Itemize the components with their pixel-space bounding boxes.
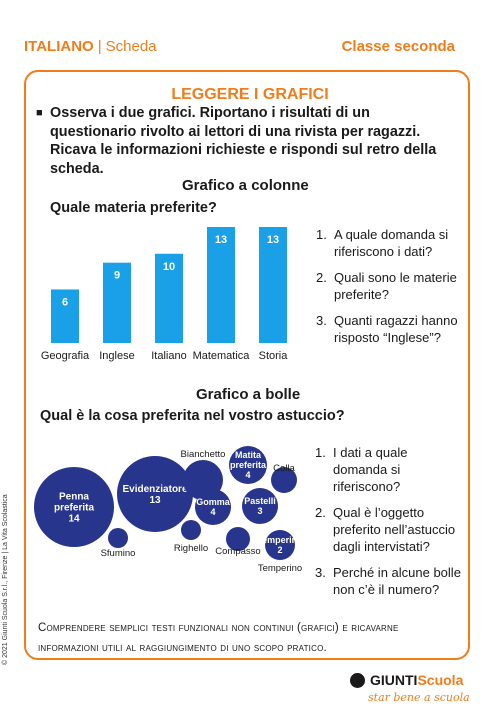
bubble-label: Righello [174,543,208,554]
bubble-question-3: 3. Perché in alcune bolle non c’è il nume… [315,565,461,597]
bar-question-1: 1. A quale domanda si riferiscono i dati? [316,227,449,259]
copyright-notice: © 2021 Giunti Scuola S.r.l., Firenze | L… [2,494,9,665]
bubble-label: Evidenziatore [122,484,187,495]
logo-brand: GIUNTIScuola [370,672,464,688]
bubble-value-label: 14 [68,513,80,524]
bar-italiano [155,253,183,343]
bar-category-label: Italiano [151,350,186,362]
bubble-value-label: 4 [210,507,215,517]
bar-category-label: Geografia [41,350,90,362]
bubble-penna-preferita [34,467,114,547]
bubble-righello [181,520,201,540]
header-subject: ITALIANO | Scheda [24,38,157,55]
bubble-label: Colla [273,463,295,474]
bar-category-label: Matematica [193,350,251,362]
bar-inglese [103,262,131,343]
bar-category-label: Storia [259,350,289,362]
bar-question-3: 3. Quanti ragazzi hanno risposto “Inglese… [316,313,458,345]
page-title: LEGGERE I GRAFICI [171,86,329,103]
learning-objective: Comprendere semplici testi funzionali no… [38,622,399,654]
bar-chart: 6 Geografia 9 Inglese 10 Italiano 13 Matematica… [41,227,289,362]
bubble-label: Gomma [196,497,231,507]
bubble-pastelli [242,488,278,524]
bubble-value-label: 2 [277,545,282,555]
bubble-chart: Pennapreferita14Evidenziatore13Bianchett… [34,446,303,574]
intro-text: Osserva i due grafici. Riportano i risul… [50,105,437,177]
bubble-label: preferita [230,460,267,470]
bullet-icon: ■ [36,107,43,119]
bubble-question-2: 2. Qual è l’oggetto preferito nell’astucc… [315,505,456,554]
bubble-questions-list: 1. I dati a quale domanda si riferiscono?… [315,444,465,607]
bar-value-label: 6 [62,296,68,308]
bubble-value-label: 4 [245,470,250,480]
bubble-matita-preferita [229,446,267,484]
intro-paragraph: ■ Osserva i due grafici. Riportano i ris… [36,104,456,178]
bar-geografia [51,289,79,343]
bar-question-2: 2. Quali sono le materie preferite? [316,270,457,302]
bubble-question-1: 1. I dati a quale domanda si riferiscono? [315,445,408,494]
giunti-logo: GIUNTIScuola star bene a scuola [350,672,475,717]
bubble-gomma [195,489,231,525]
bar-value-label: 13 [215,234,227,246]
bubble-label: Matita [235,450,262,460]
bubble-label: Bianchetto [181,449,226,460]
bar-chart-question: Quale materia preferite? [50,200,217,216]
bubble-chart-heading: Grafico a bolle [196,386,301,403]
bubble-label: Pastelli [244,496,276,506]
bubble-chart-question: Qual è la cosa preferita nel vostro astu… [40,408,345,424]
sheet-type: Scheda [105,38,157,55]
subject-label: ITALIANO [24,38,94,55]
bubble-temperino [265,530,295,560]
bubble-value-label: 13 [149,495,161,506]
bubble-label: Penna [59,491,89,502]
bar-storia [259,227,287,343]
logo-tagline: star bene a scuola [368,691,470,704]
bar-value-label: 9 [114,270,120,282]
header-separator: | [97,38,102,55]
bubble-sfumino [108,528,128,548]
bubble-compasso [226,527,250,551]
bubble-label: Sfumino [101,548,136,559]
logo-mark-icon [350,673,365,688]
bar-value-label: 10 [163,261,175,273]
content-frame [24,70,470,660]
bubble-label: Temperino [257,535,303,545]
bar-questions-list: 1. A quale domanda si riferiscono i dati?… [316,226,466,355]
bubble-label: preferita [54,502,94,513]
bar-matematica [207,227,235,343]
class-level: Classe seconda [341,38,455,55]
bubble-label: Compasso [215,546,260,557]
bubble-evidenziatore [117,456,193,532]
bubble-colla [271,467,297,493]
bar-category-label: Inglese [99,350,134,362]
bar-chart-heading: Grafico a colonne [182,177,309,194]
bubble-label: Temperino [258,563,302,574]
bar-value-label: 13 [267,234,279,246]
bubble-value-label: 3 [257,506,262,516]
